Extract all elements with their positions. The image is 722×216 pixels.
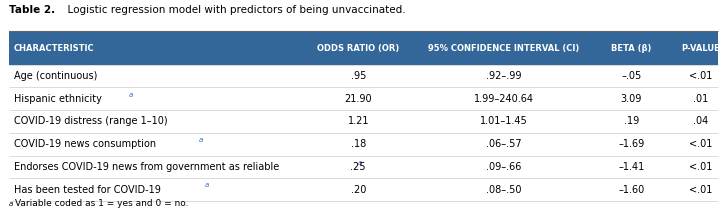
Text: a: a — [204, 183, 209, 188]
Text: –1.69: –1.69 — [618, 139, 645, 149]
Text: CHARACTERISTIC: CHARACTERISTIC — [14, 44, 95, 52]
Text: 3.09: 3.09 — [621, 94, 642, 104]
Text: –1.41: –1.41 — [618, 162, 645, 172]
Text: .08–.50: .08–.50 — [486, 184, 521, 195]
Text: <.01: <.01 — [689, 184, 713, 195]
Text: –1.60: –1.60 — [618, 184, 645, 195]
Text: COVID-19 distress (range 1–10): COVID-19 distress (range 1–10) — [14, 116, 168, 127]
Text: 1.01–1.45: 1.01–1.45 — [480, 116, 528, 127]
Text: –.05: –.05 — [622, 71, 642, 81]
Text: COVID-19 news consumption: COVID-19 news consumption — [14, 139, 156, 149]
Text: .06–.57: .06–.57 — [486, 139, 521, 149]
Text: .19: .19 — [624, 116, 639, 127]
Text: .92–.99: .92–.99 — [486, 71, 521, 81]
Text: .09–.66: .09–.66 — [486, 162, 521, 172]
Text: Age (continuous): Age (continuous) — [14, 71, 97, 81]
Text: Logistic regression model with predictors of being unvaccinated.: Logistic regression model with predictor… — [61, 5, 406, 15]
Text: <.01: <.01 — [689, 139, 713, 149]
Text: 21.90: 21.90 — [344, 94, 372, 104]
Text: .04: .04 — [693, 116, 708, 127]
Bar — [9, 31, 718, 65]
Text: ODDS RATIO (OR): ODDS RATIO (OR) — [317, 44, 399, 52]
Text: a: a — [199, 137, 203, 143]
Text: a: a — [129, 92, 133, 98]
Text: Has been tested for COVID-19: Has been tested for COVID-19 — [14, 184, 160, 195]
Text: Variable coded as 1 = yes and 0 = no.: Variable coded as 1 = yes and 0 = no. — [15, 199, 188, 208]
Text: .20: .20 — [350, 184, 366, 195]
Text: Endorses COVID-19 news from government as reliable: Endorses COVID-19 news from government a… — [14, 162, 279, 172]
Text: <.01: <.01 — [689, 162, 713, 172]
Text: BETA (β): BETA (β) — [612, 44, 652, 52]
Text: .25: .25 — [350, 162, 366, 172]
Text: 95% CONFIDENCE INTERVAL (CI): 95% CONFIDENCE INTERVAL (CI) — [428, 44, 579, 52]
Text: a: a — [9, 201, 13, 207]
Text: <.01: <.01 — [689, 71, 713, 81]
Text: 1.21: 1.21 — [347, 116, 369, 127]
Text: .01: .01 — [693, 94, 708, 104]
Text: Table 2.: Table 2. — [9, 5, 55, 15]
Text: .18: .18 — [351, 139, 366, 149]
Text: P-VALUE: P-VALUE — [682, 44, 720, 52]
Text: Hispanic ethnicity: Hispanic ethnicity — [14, 94, 102, 104]
Text: 1.99–240.64: 1.99–240.64 — [474, 94, 534, 104]
Text: a: a — [357, 160, 362, 166]
Text: .95: .95 — [350, 71, 366, 81]
